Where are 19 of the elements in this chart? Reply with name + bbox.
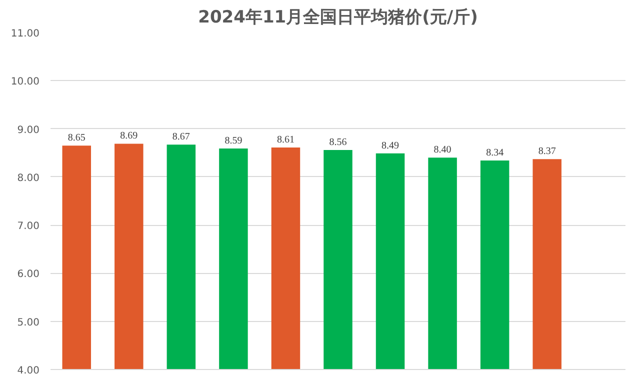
data-label: 8.67	[172, 132, 190, 143]
data-label: 8.65	[68, 132, 86, 144]
y-tick-label: 9.00	[17, 124, 40, 136]
y-tick-label: 6.00	[17, 269, 40, 280]
y-tick-label: 7.00	[17, 221, 40, 232]
data-label: 8.56	[329, 136, 347, 148]
data-label: 8.61	[276, 134, 294, 146]
data-label: 8.34	[486, 148, 504, 159]
chart-title: 2024年11月全国日平均猪价(元/斤)	[198, 8, 478, 28]
y-tick-label: 10.00	[10, 76, 40, 88]
y-tick-label: 5.00	[17, 317, 40, 328]
data-label: 8.59	[224, 136, 242, 147]
data-label: 8.69	[120, 130, 138, 142]
y-tick-label: 8.00	[17, 172, 40, 184]
data-label: 8.40	[434, 144, 452, 156]
y-tick-label: 4.00	[17, 366, 40, 375]
data-label: 8.49	[382, 140, 400, 152]
data-label: 8.37	[538, 146, 556, 158]
y-tick-label: 11.00	[10, 28, 40, 40]
